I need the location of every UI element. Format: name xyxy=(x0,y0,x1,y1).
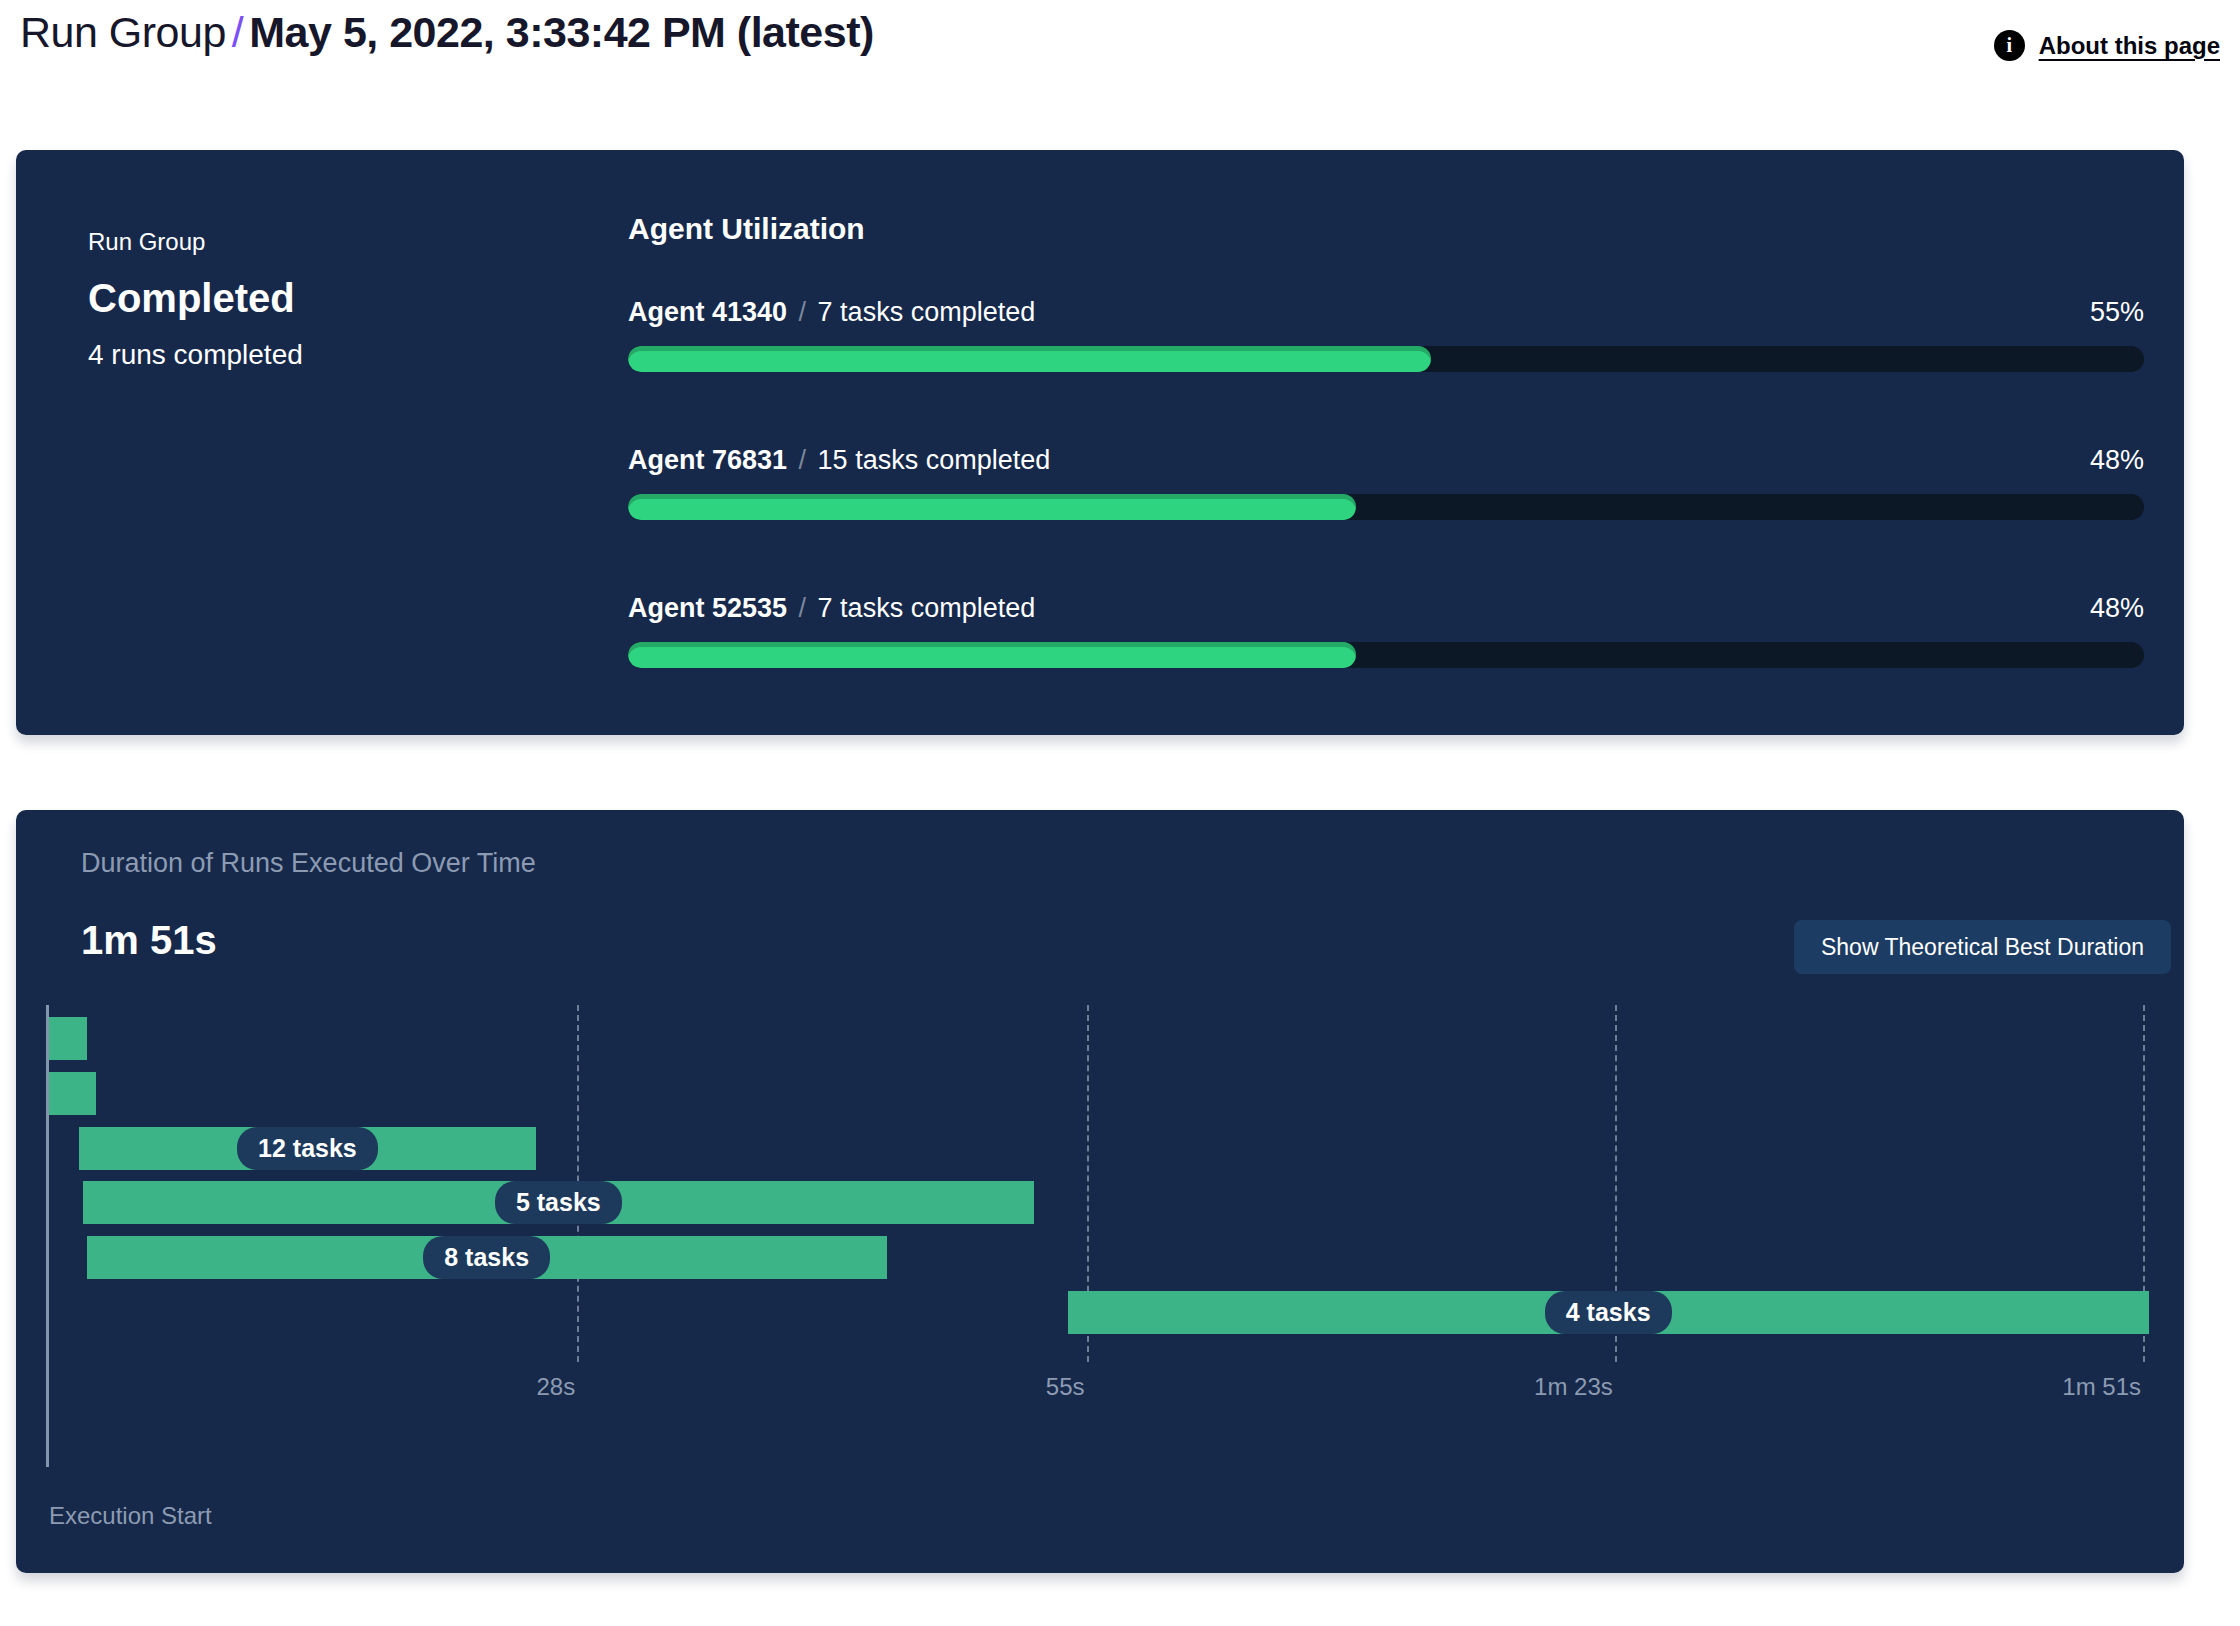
agent-utilization-percent: 48% xyxy=(2090,590,2144,626)
run-duration-bar[interactable]: 8 tasks xyxy=(87,1236,887,1279)
agent-utilization-percent: 48% xyxy=(2090,442,2144,478)
agent-separator: / xyxy=(787,593,818,623)
run-duration-bar[interactable]: 12 tasks xyxy=(79,1127,536,1170)
agent-utilization-row: Agent 41340 / 7 tasks completed 55% xyxy=(628,294,2144,372)
x-axis-tick-label: 1m 23s xyxy=(1534,1373,1615,1401)
x-axis-tick-label: 28s xyxy=(537,1373,578,1401)
x-axis-tick-label: 1m 51s xyxy=(2062,1373,2143,1401)
agent-name: Agent 76831 xyxy=(628,445,787,475)
agent-utilization-fill xyxy=(628,346,1431,372)
run-group-label: Run Group xyxy=(88,228,303,256)
agent-label: Agent 52535 / 7 tasks completed xyxy=(628,590,1035,626)
agent-utilization-section: Agent Utilization Agent 41340 / 7 tasks … xyxy=(628,212,2144,738)
agent-label: Agent 41340 / 7 tasks completed xyxy=(628,294,1035,330)
page-header: Run Group/May 5, 2022, 3:33:42 PM (lates… xyxy=(20,8,874,57)
duration-panel: Duration of Runs Executed Over Time 1m 5… xyxy=(16,810,2184,1573)
agent-row-header: Agent 76831 / 15 tasks completed 48% xyxy=(628,442,2144,478)
agent-utilization-percent: 55% xyxy=(2090,294,2144,330)
about-this-page-link[interactable]: About this page xyxy=(2039,32,2220,60)
agent-label: Agent 76831 / 15 tasks completed xyxy=(628,442,1050,478)
total-duration-value: 1m 51s xyxy=(81,918,217,963)
agent-row-header: Agent 41340 / 7 tasks completed 55% xyxy=(628,294,2144,330)
task-count-badge: 8 tasks xyxy=(423,1236,550,1279)
page-title: May 5, 2022, 3:33:42 PM (latest) xyxy=(249,8,874,56)
task-count-badge: 5 tasks xyxy=(495,1181,622,1224)
agent-utilization-track xyxy=(628,642,2144,668)
duration-chart-title: Duration of Runs Executed Over Time xyxy=(81,848,536,879)
agent-tasks-completed: 7 tasks completed xyxy=(818,593,1036,623)
run-group-status-block: Run Group Completed 4 runs completed xyxy=(88,228,303,371)
agent-tasks-completed: 7 tasks completed xyxy=(818,297,1036,327)
agent-separator: / xyxy=(787,297,818,327)
x-axis-tick-label: 55s xyxy=(1046,1373,1087,1401)
show-theoretical-best-duration-button[interactable]: Show Theoretical Best Duration xyxy=(1794,920,2171,974)
agent-tasks-completed: 15 tasks completed xyxy=(818,445,1051,475)
agent-utilization-fill xyxy=(628,494,1356,520)
run-group-status: Completed xyxy=(88,276,303,321)
run-group-summary-panel: Run Group Completed 4 runs completed Age… xyxy=(16,150,2184,735)
gantt-plot: 28s 55s 1m 23s 1m 51s 12 tasks 5 tasks 8 tasks… xyxy=(49,1005,2143,1465)
breadcrumb: Run Group xyxy=(20,8,226,56)
agent-utilization-track xyxy=(628,346,2144,372)
execution-start-label: Execution Start xyxy=(49,1502,212,1530)
agent-utilization-row: Agent 52535 / 7 tasks completed 48% xyxy=(628,590,2144,668)
runs-completed-count: 4 runs completed xyxy=(88,339,303,371)
agent-separator: / xyxy=(787,445,818,475)
agent-name: Agent 52535 xyxy=(628,593,787,623)
run-duration-bar[interactable] xyxy=(49,1072,96,1115)
info-icon: i xyxy=(1994,30,2025,61)
run-duration-bar[interactable]: 5 tasks xyxy=(83,1181,1034,1224)
agent-utilization-row: Agent 76831 / 15 tasks completed 48% xyxy=(628,442,2144,520)
about-this-page[interactable]: i About this page xyxy=(1994,30,2220,61)
run-duration-bar[interactable] xyxy=(49,1017,87,1060)
agent-row-header: Agent 52535 / 7 tasks completed 48% xyxy=(628,590,2144,626)
agent-name: Agent 41340 xyxy=(628,297,787,327)
breadcrumb-separator: / xyxy=(226,8,249,56)
run-duration-bar[interactable]: 4 tasks xyxy=(1068,1291,2149,1334)
agent-utilization-title: Agent Utilization xyxy=(628,212,2144,246)
agent-utilization-rows: Agent 41340 / 7 tasks completed55%Agent … xyxy=(628,294,2144,668)
agent-utilization-fill xyxy=(628,642,1356,668)
task-count-badge: 4 tasks xyxy=(1545,1291,1672,1334)
task-count-badge: 12 tasks xyxy=(237,1127,378,1170)
agent-utilization-track xyxy=(628,494,2144,520)
